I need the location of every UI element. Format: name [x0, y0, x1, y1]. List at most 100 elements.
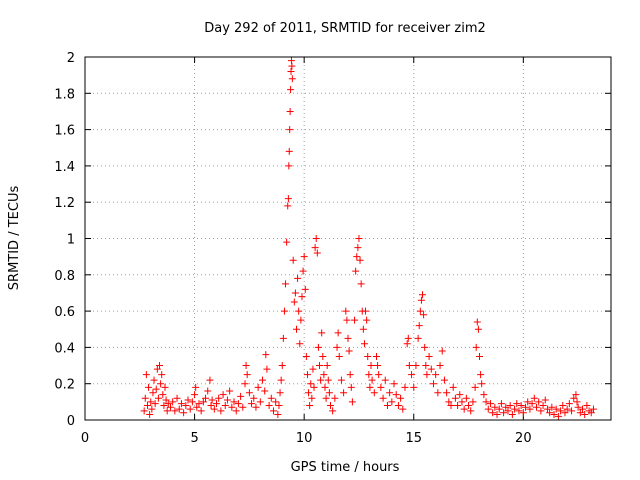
data-point: [515, 407, 523, 415]
data-point: [554, 412, 562, 420]
data-point: [317, 376, 325, 384]
data-point: [497, 400, 505, 408]
data-point: [329, 407, 337, 415]
data-point: [364, 352, 372, 360]
data-point: [256, 398, 264, 406]
x-tick-label: 10: [296, 431, 313, 446]
data-point: [284, 202, 292, 210]
data-point: [219, 391, 227, 399]
data-point: [412, 362, 420, 370]
data-point: [438, 347, 446, 355]
data-point: [239, 403, 247, 411]
data-point: [565, 400, 573, 408]
data-point: [309, 365, 317, 373]
data-point: [306, 401, 314, 409]
data-point: [280, 307, 288, 315]
data-point: [335, 352, 343, 360]
data-point: [559, 401, 567, 409]
data-point: [495, 405, 503, 413]
data-point: [469, 398, 477, 406]
data-point: [275, 401, 283, 409]
data-point: [422, 362, 430, 370]
data-point: [204, 387, 212, 395]
y-tick-labels: 0 0.2 0.4 0.6 0.8 1 1.2 1.4 1.6 1.8 2: [54, 51, 75, 429]
data-point: [285, 162, 293, 170]
data-point: [342, 307, 350, 315]
data-point: [320, 371, 328, 379]
data-point: [368, 376, 376, 384]
data-point: [552, 405, 560, 413]
data-point: [537, 407, 545, 415]
data-point: [245, 389, 253, 397]
y-tick-label: 0: [67, 414, 75, 429]
data-points: [140, 57, 597, 420]
data-point: [456, 391, 464, 399]
data-point: [333, 343, 341, 351]
data-point: [367, 362, 375, 370]
data-point: [319, 352, 327, 360]
data-point: [472, 343, 480, 351]
x-tick-label: 20: [515, 431, 532, 446]
data-point: [425, 352, 433, 360]
data-point: [221, 401, 229, 409]
data-point: [477, 371, 485, 379]
data-point: [519, 409, 527, 417]
data-point: [416, 307, 424, 315]
data-point: [353, 253, 361, 261]
data-point: [173, 394, 181, 402]
data-point: [171, 407, 179, 415]
data-point: [570, 394, 578, 402]
x-tick-label: 15: [405, 431, 422, 446]
data-point: [160, 401, 168, 409]
data-point: [532, 403, 540, 411]
data-point: [345, 347, 353, 355]
data-point: [445, 398, 453, 406]
y-tick-label: 1.2: [54, 196, 75, 211]
data-point: [318, 329, 326, 337]
data-point: [465, 401, 473, 409]
data-point: [587, 409, 595, 417]
data-point: [502, 403, 510, 411]
data-point: [163, 407, 171, 415]
data-point: [421, 343, 429, 351]
data-point: [288, 62, 296, 70]
data-point: [374, 362, 382, 370]
data-point: [296, 340, 304, 348]
data-point: [146, 411, 154, 419]
data-point: [312, 235, 320, 242]
data-point: [528, 400, 536, 408]
data-point: [379, 394, 387, 402]
data-point: [386, 389, 394, 397]
y-tick-label: 1: [67, 233, 75, 248]
data-point: [388, 398, 396, 406]
data-point: [489, 409, 497, 417]
data-point: [405, 362, 413, 370]
data-point: [193, 403, 201, 411]
data-point: [316, 362, 324, 370]
data-point: [234, 400, 242, 408]
data-point: [576, 409, 584, 417]
data-point: [363, 316, 371, 324]
data-point: [526, 405, 534, 413]
data-point: [286, 126, 294, 134]
data-point: [337, 376, 345, 384]
data-point: [326, 401, 334, 409]
data-point: [141, 394, 149, 402]
data-point: [180, 409, 188, 417]
chart-title: Day 292 of 2011, SRMTID for receiver zim…: [204, 21, 486, 36]
data-point: [215, 394, 223, 402]
data-point: [331, 394, 339, 402]
data-point: [259, 376, 267, 384]
data-point: [440, 376, 448, 384]
data-point: [162, 396, 170, 404]
data-point: [292, 325, 300, 333]
data-point: [294, 274, 302, 282]
data-point: [403, 340, 411, 348]
data-point: [351, 316, 359, 324]
data-point: [310, 383, 318, 391]
data-point: [377, 383, 385, 391]
data-point: [254, 383, 262, 391]
data-point: [429, 380, 437, 388]
data-point: [166, 403, 174, 411]
data-point: [434, 389, 442, 397]
